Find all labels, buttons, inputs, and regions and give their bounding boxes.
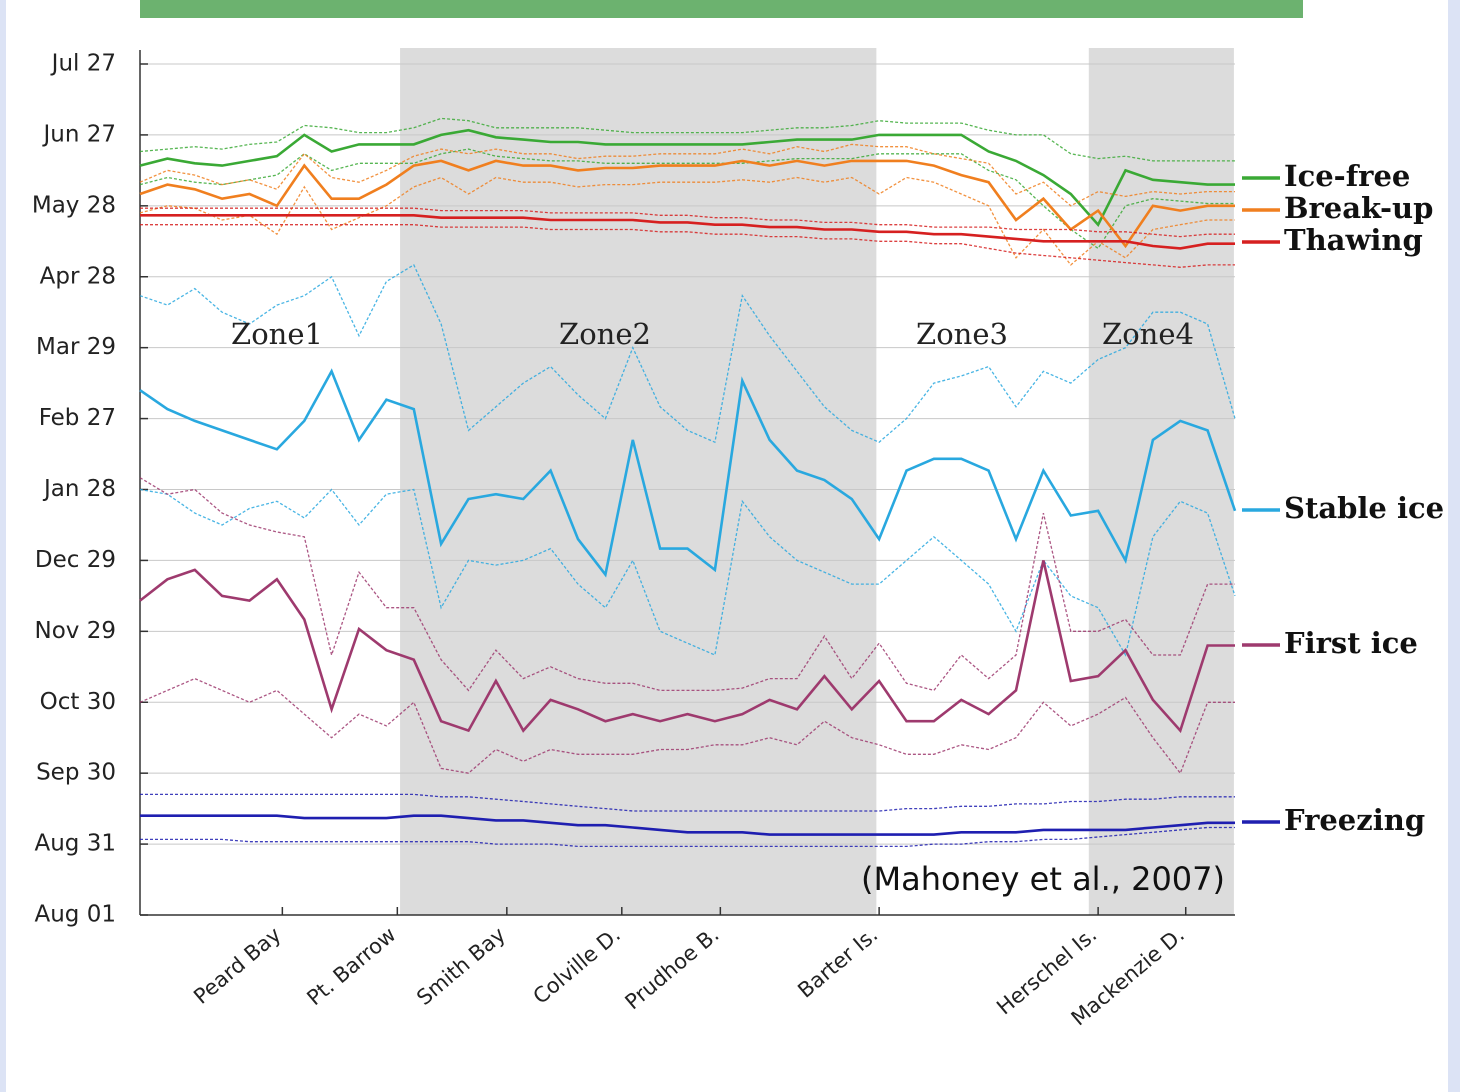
- y-tick-label: Oct 30: [40, 689, 116, 715]
- y-tick-label: Apr 28: [40, 263, 116, 289]
- legend-label: Break-up: [1284, 191, 1433, 225]
- zone-label: Zone3: [916, 317, 1008, 351]
- legend-label: Freezing: [1284, 803, 1425, 837]
- bound-line: [139, 143, 1235, 207]
- bound-line: [140, 224, 1235, 268]
- y-tick-label: Jan 28: [42, 476, 116, 502]
- y-tick-label: Dec 29: [35, 547, 116, 573]
- left-edge: [0, 0, 6, 1092]
- bound-line: [140, 207, 1235, 238]
- grid-layer: [139, 50, 1235, 916]
- x-tick-label: Smith Bay: [412, 922, 510, 1010]
- y-tick-label: Nov 29: [35, 618, 116, 644]
- series-line: [139, 128, 1235, 227]
- y-tick-label: Feb 27: [39, 405, 116, 431]
- series-line: [140, 214, 1235, 250]
- annotation: (Mahoney et al., 2007): [861, 860, 1225, 898]
- y-tick-label: May 28: [32, 192, 116, 218]
- y-tick-label: Jun 27: [41, 121, 116, 147]
- y-tick-label: Sep 30: [36, 760, 116, 786]
- zone-label: Zone1: [231, 317, 323, 351]
- bound-line: [140, 793, 1235, 812]
- lines-layer: [139, 117, 1237, 848]
- series-line: [139, 368, 1237, 578]
- x-tick-label: Pt. Barrow: [302, 922, 400, 1010]
- legend-label: Ice-free: [1284, 159, 1410, 193]
- series-line: [140, 814, 1235, 836]
- bound-line: [139, 477, 1235, 692]
- series-line: [139, 159, 1235, 249]
- x-tick-label: Barter Is.: [793, 922, 882, 1002]
- y-tick-label: Mar 29: [36, 334, 116, 360]
- series-line: [139, 560, 1235, 734]
- right-edge: [1448, 0, 1460, 1092]
- x-tick-label: Peard Bay: [189, 922, 285, 1008]
- bound-line: [139, 263, 1236, 444]
- zone-label: Zone2: [559, 317, 651, 351]
- y-tick-label: Aug 31: [35, 831, 117, 857]
- y-tick-label: Jul 27: [50, 51, 116, 77]
- zone-label: Zone4: [1102, 317, 1194, 351]
- legend-label: Thawing: [1284, 223, 1423, 257]
- bound-line: [140, 826, 1235, 848]
- y-tick-label: Aug 01: [35, 902, 117, 928]
- x-tick-label: Prudhoe B.: [620, 922, 723, 1014]
- legend-label: Stable ice: [1284, 491, 1444, 525]
- x-tick-label: Colville D.: [529, 922, 625, 1008]
- map-strip: [140, 0, 1303, 18]
- bound-line: [139, 148, 1235, 250]
- bound-line: [139, 117, 1235, 162]
- background-layer: [400, 48, 1234, 915]
- bound-line: [139, 677, 1235, 775]
- legend-label: First ice: [1284, 626, 1418, 660]
- zone-shade: [1088, 48, 1234, 915]
- zone-shade: [400, 48, 877, 915]
